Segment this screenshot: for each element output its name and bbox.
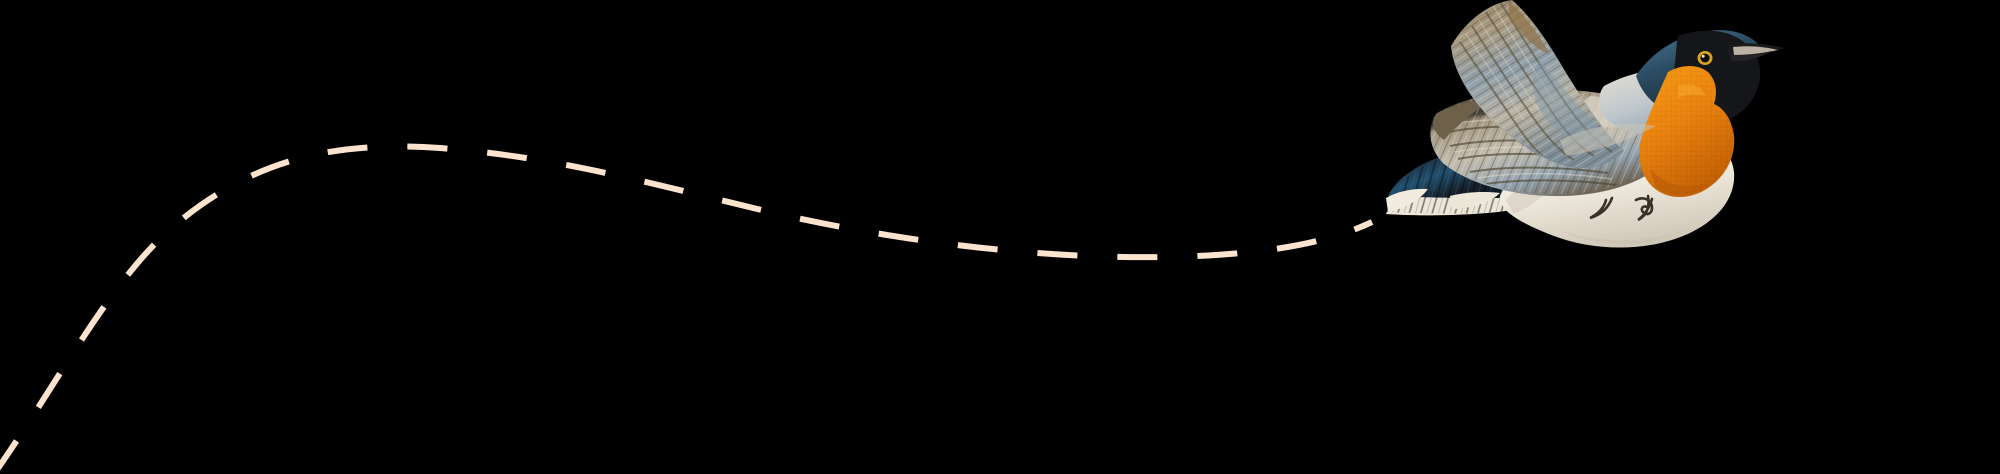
- breast-texture: [1639, 66, 1735, 197]
- beak: [1727, 43, 1784, 62]
- breast-highlight: [1678, 84, 1706, 98]
- foot-right: [1637, 194, 1654, 222]
- tail-tip-white: [1386, 188, 1428, 212]
- toe-curl: [1634, 197, 1654, 216]
- breast-shadow: [1650, 168, 1712, 195]
- flight-path-dashed-curve: [0, 143, 1374, 471]
- beak-lower: [1730, 51, 1772, 62]
- flank-shading: [1560, 228, 1688, 245]
- tail-tip-white-2: [1450, 192, 1500, 209]
- upper-wing-blue-sheen: [1532, 60, 1612, 147]
- bird-group: [1385, 0, 1784, 248]
- foot-left: [1589, 196, 1614, 220]
- bird-feet: [1589, 194, 1654, 222]
- eye: [1697, 51, 1713, 65]
- upper-wing-leading-edge: [1509, 1, 1550, 54]
- body-wing-junction: [1560, 123, 1656, 156]
- beak-highlight: [1733, 46, 1778, 55]
- lower-wing-tip: [1432, 98, 1492, 140]
- bird-breast: [1639, 66, 1735, 197]
